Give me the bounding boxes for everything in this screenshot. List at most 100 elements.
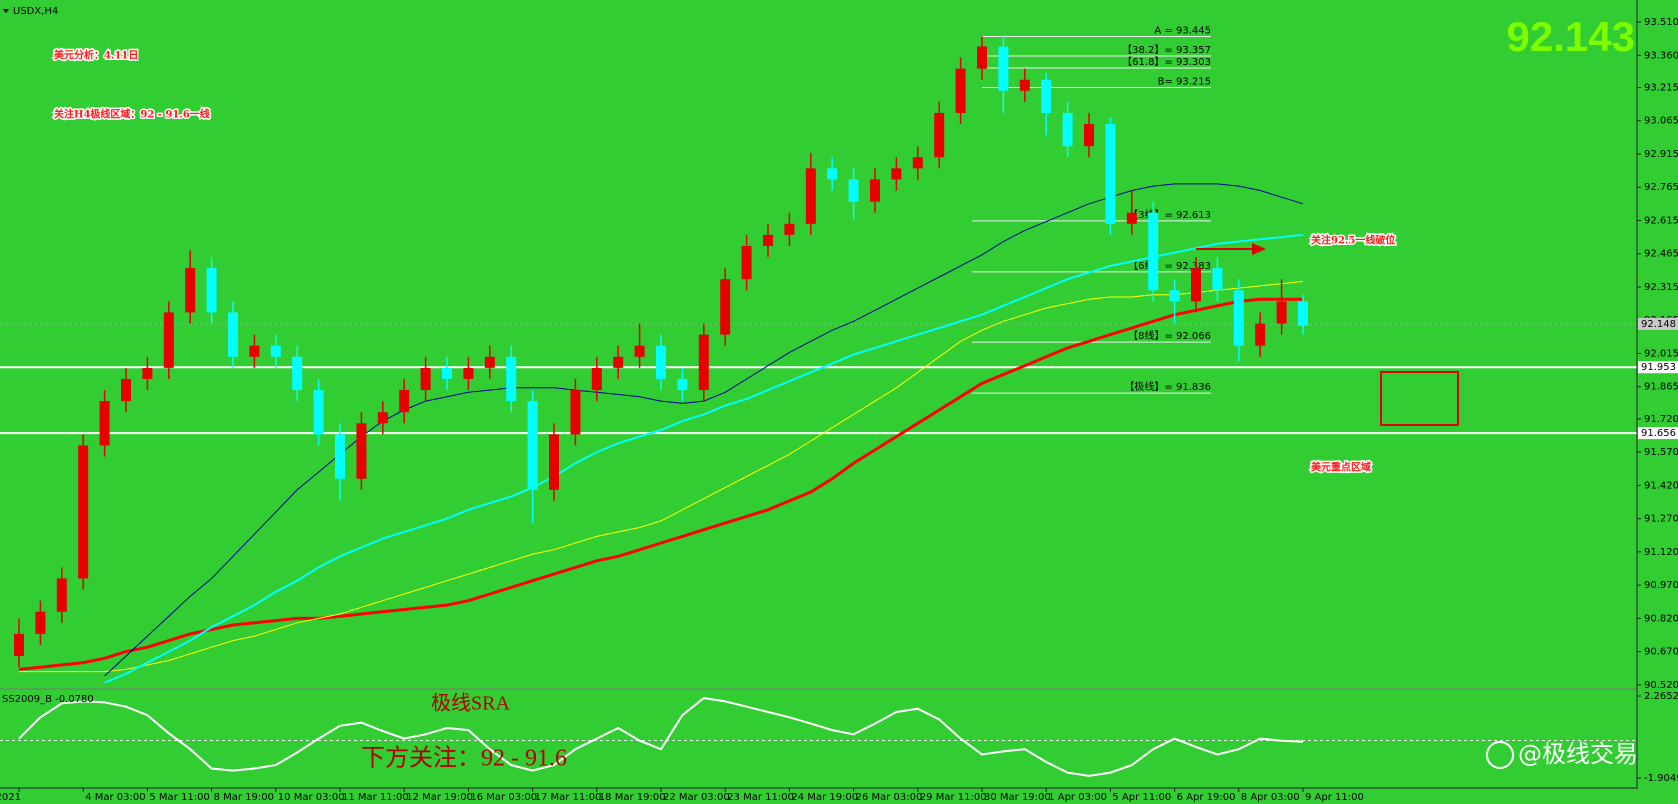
candle-body: [912, 157, 923, 169]
y-tick-label: 91.420: [1644, 480, 1678, 491]
y-tick-label: 92.915: [1644, 149, 1678, 160]
y-tick-label: 92.615: [1644, 215, 1678, 226]
x-tick-label: 16 Mar 03:00: [470, 792, 537, 803]
annotation: 美元重点区域: [1311, 461, 1371, 474]
chart-symbol: USDX,H4: [13, 6, 58, 17]
candle-body: [827, 168, 838, 180]
candle-body: [613, 356, 624, 368]
plot-layer: 90.520 90.670 90.820 90.970 91.120 91.270 91.4…: [0, 17, 1678, 803]
candle-body: [142, 367, 153, 379]
candle-body: [570, 390, 581, 435]
annotation: 关注H4极线区域：92 - 91.6一线: [54, 108, 210, 121]
candle-body: [1276, 301, 1287, 324]
y-tick-label: 93.510: [1644, 17, 1678, 28]
fib-label: 【38.2】= 93.357: [1122, 44, 1211, 56]
candle-body: [1169, 290, 1180, 302]
price-tag: [1638, 361, 1678, 374]
osc-y-tick-label: -1.9049: [1644, 773, 1678, 784]
candle-body: [741, 245, 752, 280]
price-tag: [1638, 317, 1678, 330]
candle-body: [356, 423, 367, 479]
price-tag-label: 91.656: [1641, 428, 1676, 439]
candle-body: [784, 223, 795, 235]
y-tick-label: 91.720: [1644, 414, 1678, 425]
candle-body: [78, 445, 89, 579]
candle-body: [1084, 124, 1094, 147]
moving-average: [104, 233, 1304, 684]
watermark: @极线交易: [1518, 740, 1638, 768]
x-tick-label: 22 Mar 03:00: [663, 792, 730, 803]
price-tag-label: 92.148: [1641, 319, 1676, 330]
y-tick-label: 90.820: [1644, 613, 1678, 624]
candle-body: [1062, 112, 1073, 147]
candle-body: [313, 390, 324, 435]
candle-body: [484, 356, 495, 368]
symbol-icon: [3, 9, 9, 13]
y-tick-label: 92.765: [1644, 182, 1678, 193]
oscillator-title: SS2009_B -0.0780: [2, 694, 94, 705]
candle-body: [677, 378, 688, 391]
x-tick-label: 8 Mar 19:00: [214, 792, 274, 803]
price-tag-label: 91.953: [1641, 362, 1676, 373]
candle-body: [870, 179, 880, 202]
candle-body: [805, 168, 816, 224]
candle-body: [934, 112, 945, 158]
candle-body: [720, 279, 731, 335]
oscillator-note: 极线SRA: [431, 692, 510, 715]
x-tick-label: 9 Apr 11:00: [1305, 792, 1364, 803]
candle-body: [292, 356, 303, 391]
candle-body: [163, 312, 174, 368]
x-tick-label: 29 Mar 11:00: [920, 792, 987, 803]
candle-body: [506, 356, 517, 402]
candle-body: [249, 345, 260, 357]
oscillator-note: 下方关注：92 - 91.6: [361, 745, 567, 772]
x-tick-label: 11 Mar 11:00: [342, 792, 409, 803]
candle-body: [977, 46, 987, 69]
y-tick-label: 91.570: [1644, 447, 1678, 458]
annotation: 关注92.5一线破位: [1311, 234, 1395, 247]
x-tick-label: 1 Apr 03:00: [1048, 792, 1107, 803]
y-tick-label: 90.520: [1644, 680, 1678, 691]
moving-average: [19, 280, 1304, 673]
candle-body: [1105, 124, 1116, 224]
x-tick-label: 12 Mar 19:00: [406, 792, 473, 803]
moving-average: [18, 297, 1303, 671]
candle-body: [399, 390, 410, 413]
y-tick-label: 93.215: [1644, 82, 1678, 93]
x-tick-label: 17 Mar 11:00: [535, 792, 602, 803]
candle-body: [270, 345, 281, 357]
y-tick-label: 92.465: [1644, 249, 1678, 260]
candle-body: [420, 367, 431, 391]
candle-body: [549, 434, 559, 490]
candle-body: [656, 345, 666, 379]
candle-body: [377, 412, 388, 424]
candle-body: [185, 268, 196, 313]
y-tick-label: 91.120: [1644, 547, 1678, 558]
oscillator-line: [18, 697, 1304, 777]
y-tick-label: 90.970: [1644, 580, 1678, 591]
x-tick-label: 26 Mar 03:00: [856, 792, 923, 803]
candle-body: [463, 367, 474, 379]
candle-body: [591, 367, 602, 391]
x-tick-label: 8 Apr 03:00: [1241, 792, 1300, 803]
fib-label: 【8线】= 92.066: [1128, 329, 1211, 342]
candle-body: [1212, 268, 1223, 291]
candle-body: [848, 179, 859, 202]
candle-body: [698, 334, 709, 391]
candle-body: [206, 268, 217, 313]
candle-body: [1126, 212, 1137, 224]
x-tick-label: 4 Mar 03:00: [85, 792, 145, 803]
candle-body: [998, 46, 1009, 91]
x-tick-label: 5 Mar 11:00: [149, 792, 209, 803]
candle-body: [56, 578, 67, 612]
candle-body: [1148, 212, 1159, 291]
candle-body: [121, 378, 131, 402]
candle-body: [955, 68, 966, 113]
candle-body: [335, 434, 345, 479]
candle-body: [1298, 301, 1308, 326]
candle-body: [35, 611, 46, 634]
price-tag: [1638, 427, 1678, 440]
fib-label: 【3线】= 92.613: [1128, 208, 1211, 221]
y-tick-label: 93.360: [1644, 50, 1678, 61]
y-tick-label: 93.065: [1644, 116, 1678, 127]
